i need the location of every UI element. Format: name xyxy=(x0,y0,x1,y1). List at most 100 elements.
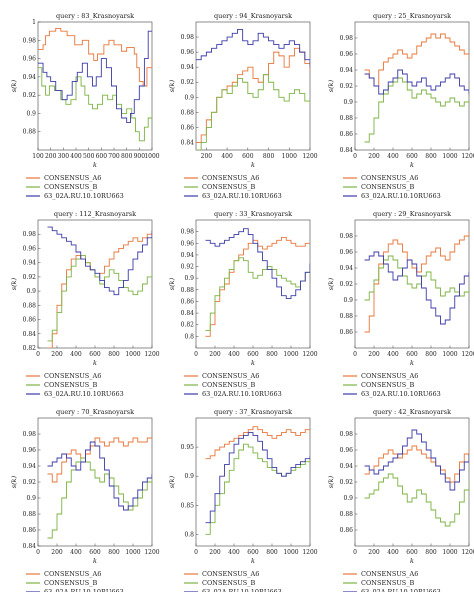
series-line xyxy=(47,230,152,348)
y-tick-label: 0.86 xyxy=(23,527,37,534)
series-line xyxy=(364,69,469,95)
x-tick-label: 800 xyxy=(263,153,275,160)
x-tick-label: 1200 xyxy=(461,549,474,556)
legend-label: CONSENSUS_A6 xyxy=(44,372,101,380)
y-tick-label: 0.88 xyxy=(181,287,195,294)
y-tick-label: 0.88 xyxy=(23,129,37,136)
x-tick-label: 1000 xyxy=(442,549,457,556)
series-line xyxy=(205,426,310,460)
x-tick-label: 800 xyxy=(425,153,437,160)
x-tick-label: 1200 xyxy=(461,153,474,160)
y-tick-label: 0.92 xyxy=(340,479,354,486)
x-tick-label: 500 xyxy=(83,153,95,160)
y-tick-label: 0.8 xyxy=(184,333,194,340)
series-line xyxy=(364,251,469,325)
y-tick-label: 0.92 xyxy=(340,83,354,90)
chart-panel-8: query : 37_Krasnoyarsk 0 200 400 600 800 1000 1… xyxy=(168,408,318,592)
x-tick-label: 900 xyxy=(134,153,146,160)
x-axis-label: k xyxy=(93,359,97,367)
y-tick-label: 0.96 xyxy=(340,51,354,58)
legend-label: CONSENSUS_B xyxy=(361,381,415,389)
y-tick-label: 0.9 xyxy=(184,473,194,480)
x-tick-label: 1200 xyxy=(144,351,159,358)
y-tick-label: 0.86 xyxy=(340,329,354,336)
chart-title: query : 33_Krasnoyarsk xyxy=(214,210,292,218)
y-tick-label: 0.94 xyxy=(23,74,37,81)
series-line xyxy=(47,437,152,483)
legend-label: CONSENSUS_A6 xyxy=(202,174,259,182)
legend-label: 63_02A.RU.10.10RU663 xyxy=(361,390,441,398)
y-axis-label: s(k) xyxy=(10,79,18,92)
legend-label: CONSENSUS_B xyxy=(202,381,256,389)
legend-label: CONSENSUS_B xyxy=(44,579,98,587)
x-tick-label: 800 xyxy=(266,351,278,358)
y-axis-label: s(k) xyxy=(327,79,335,92)
y-tick-label: 0.96 xyxy=(340,447,354,454)
y-tick-label: 0.92 xyxy=(181,264,195,271)
y-tick-label: 0.84 xyxy=(23,543,37,550)
x-axis-label: k xyxy=(251,557,255,565)
y-tick-label: 0.94 xyxy=(181,252,195,259)
y-tick-label: 0.9 xyxy=(343,297,353,304)
y-tick-label: 0.92 xyxy=(23,92,37,99)
y-tick-label: 0.9 xyxy=(343,495,353,502)
y-tick-label: 0.95 xyxy=(181,444,195,451)
y-tick-label: 0.9 xyxy=(26,110,36,117)
chart-title: query : 37_Krasnoyarsk xyxy=(214,408,292,416)
plot-frame xyxy=(195,21,311,151)
legend-label: 63_02A.RU.10.10RU663 xyxy=(44,588,124,592)
y-tick-label: 0.82 xyxy=(181,322,195,329)
x-tick-label: 300 xyxy=(58,153,70,160)
legend-label: CONSENSUS_A6 xyxy=(44,570,101,578)
legend-label: CONSENSUS_B xyxy=(44,183,98,191)
chart-title: query : 94_Krasnoyarsk xyxy=(214,12,292,20)
y-axis-label: s(k) xyxy=(327,277,335,290)
x-tick-label: 1200 xyxy=(302,549,317,556)
y-tick-label: 0.86 xyxy=(340,131,354,138)
x-tick-label: 1200 xyxy=(302,351,317,358)
plot-frame xyxy=(37,21,153,151)
x-tick-label: 1000 xyxy=(283,351,298,358)
x-tick-label: 0 xyxy=(353,351,357,358)
x-tick-label: 0 xyxy=(194,351,198,358)
series-line xyxy=(205,257,310,331)
legend-label: CONSENSUS_A6 xyxy=(202,570,259,578)
x-tick-label: 800 xyxy=(121,153,133,160)
y-tick-label: 0.92 xyxy=(340,281,354,288)
series-line xyxy=(47,255,152,342)
chart-panel-9: query : 42_Krasnoyarsk 0 200 400 600 800 1000 1… xyxy=(327,408,474,592)
y-tick-label: 0.98 xyxy=(23,37,37,44)
y-tick-label: 0.98 xyxy=(23,431,37,438)
series-line xyxy=(364,33,469,87)
x-axis-label: k xyxy=(410,359,414,367)
y-tick-label: 0.94 xyxy=(181,64,195,71)
y-tick-label: 0.96 xyxy=(181,240,195,247)
x-tick-label: 200 xyxy=(51,549,63,556)
x-tick-label: 600 xyxy=(96,153,108,160)
series-line xyxy=(364,473,469,527)
y-tick-label: 0.86 xyxy=(23,317,37,324)
x-tick-label: 0 xyxy=(353,549,357,556)
x-tick-label: 200 xyxy=(368,351,380,358)
x-axis-label: k xyxy=(93,557,97,565)
chart-title: query : 70_Krasnoyarsk xyxy=(56,408,134,416)
x-tick-label: 400 xyxy=(228,549,240,556)
y-tick-label: 0.84 xyxy=(181,139,195,146)
legend-label: CONSENSUS_B xyxy=(202,183,256,191)
series-line xyxy=(364,255,469,301)
x-tick-label: 0 xyxy=(36,351,40,358)
y-axis-label: s(k) xyxy=(168,475,176,488)
x-tick-label: 200 xyxy=(45,153,57,160)
y-tick-label: 0.9 xyxy=(26,288,36,295)
x-tick-label: 400 xyxy=(221,153,233,160)
x-tick-label: 600 xyxy=(406,549,418,556)
y-tick-label: 0.92 xyxy=(23,274,37,281)
x-tick-label: 400 xyxy=(387,153,399,160)
x-axis-label: k xyxy=(251,359,255,367)
y-tick-label: 0.88 xyxy=(340,115,354,122)
y-tick-label: 0.9 xyxy=(343,99,353,106)
y-tick-label: 0.96 xyxy=(23,56,37,63)
y-tick-label: 0.84 xyxy=(181,310,195,317)
y-tick-label: 0.94 xyxy=(23,260,37,267)
